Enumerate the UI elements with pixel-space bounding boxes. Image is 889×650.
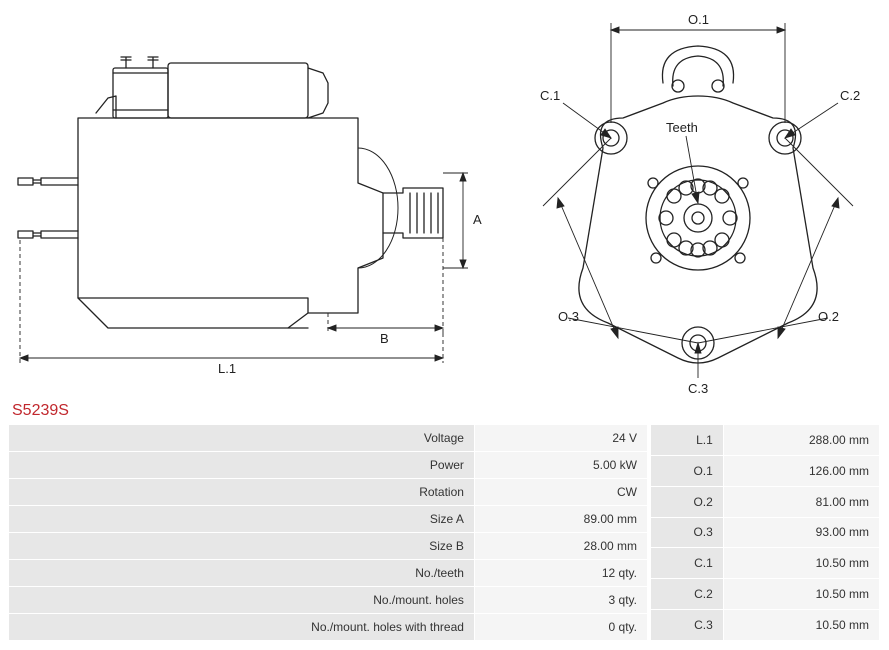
- diagram-area: A B L.1: [8, 8, 881, 398]
- dim-label-l1: L.1: [218, 361, 236, 376]
- spec-label: No./mount. holes with thread: [9, 614, 475, 641]
- spec-value: 24 V: [474, 425, 647, 452]
- spec-table-right: L.1288.00 mmO.1126.00 mmO.281.00 mmO.393…: [650, 424, 880, 641]
- side-view-diagram: A B L.1: [8, 8, 488, 398]
- table-row: Size A89.00 mm: [9, 506, 648, 533]
- spec-label: L.1: [651, 425, 724, 456]
- spec-label: O.1: [651, 455, 724, 486]
- spec-value: 10.50 mm: [723, 610, 879, 641]
- dim-label-c2: C.2: [840, 88, 860, 103]
- dim-label-b: B: [380, 331, 389, 346]
- table-row: Power5.00 kW: [9, 452, 648, 479]
- dim-label-o2: O.2: [818, 309, 839, 324]
- spec-label: C.1: [651, 548, 724, 579]
- spec-value: 10.50 mm: [723, 579, 879, 610]
- table-row: Voltage24 V: [9, 425, 648, 452]
- table-row: C.310.50 mm: [651, 610, 880, 641]
- table-row: No./mount. holes with thread0 qty.: [9, 614, 648, 641]
- spec-value: 89.00 mm: [474, 506, 647, 533]
- table-row: O.393.00 mm: [651, 517, 880, 548]
- spec-value: 81.00 mm: [723, 486, 879, 517]
- table-row: RotationCW: [9, 479, 648, 506]
- spec-label: Rotation: [9, 479, 475, 506]
- spec-label: Power: [9, 452, 475, 479]
- spec-label: O.2: [651, 486, 724, 517]
- table-row: C.110.50 mm: [651, 548, 880, 579]
- dim-label-c1: C.1: [540, 88, 560, 103]
- spec-label: Voltage: [9, 425, 475, 452]
- table-row: O.1126.00 mm: [651, 455, 880, 486]
- spec-label: C.3: [651, 610, 724, 641]
- table-row: C.210.50 mm: [651, 579, 880, 610]
- spec-label: No./mount. holes: [9, 587, 475, 614]
- table-row: Size B28.00 mm: [9, 533, 648, 560]
- table-row: L.1288.00 mm: [651, 425, 880, 456]
- front-view-diagram: O.1 C.1 C.2 C.3: [508, 8, 888, 398]
- dim-label-teeth: Teeth: [666, 120, 698, 135]
- spec-label: Size A: [9, 506, 475, 533]
- spec-label: Size B: [9, 533, 475, 560]
- dim-label-o1: O.1: [688, 12, 709, 27]
- spec-value: 3 qty.: [474, 587, 647, 614]
- spec-value: 0 qty.: [474, 614, 647, 641]
- dim-label-c3: C.3: [688, 381, 708, 396]
- spec-value: 28.00 mm: [474, 533, 647, 560]
- spec-value: 126.00 mm: [723, 455, 879, 486]
- table-row: O.281.00 mm: [651, 486, 880, 517]
- spec-value: 12 qty.: [474, 560, 647, 587]
- spec-label: No./teeth: [9, 560, 475, 587]
- table-row: No./mount. holes3 qty.: [9, 587, 648, 614]
- spec-table-left: Voltage24 VPower5.00 kWRotationCWSize A8…: [8, 424, 648, 641]
- spec-value: CW: [474, 479, 647, 506]
- part-number: S5239S: [12, 402, 881, 420]
- spec-label: O.3: [651, 517, 724, 548]
- spec-value: 93.00 mm: [723, 517, 879, 548]
- spec-label: C.2: [651, 579, 724, 610]
- spec-value: 10.50 mm: [723, 548, 879, 579]
- table-row: No./teeth12 qty.: [9, 560, 648, 587]
- spec-tables: Voltage24 VPower5.00 kWRotationCWSize A8…: [8, 424, 881, 641]
- spec-value: 288.00 mm: [723, 425, 879, 456]
- spec-value: 5.00 kW: [474, 452, 647, 479]
- dim-label-o3: O.3: [558, 309, 579, 324]
- dim-label-a: A: [473, 212, 482, 227]
